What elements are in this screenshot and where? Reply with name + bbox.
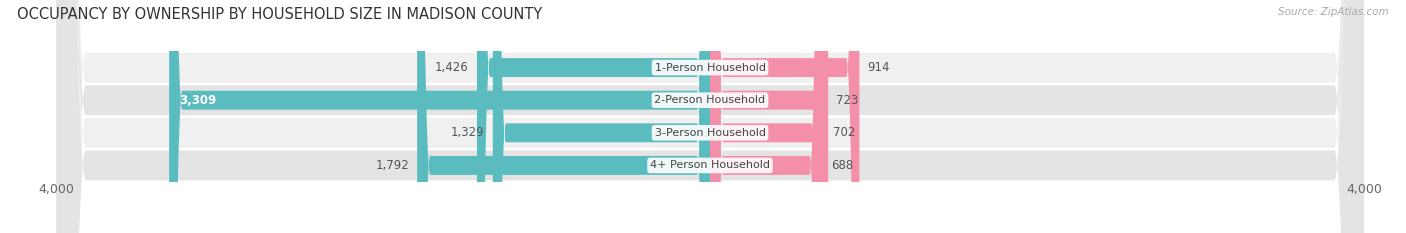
Text: 1,329: 1,329 <box>451 126 485 139</box>
FancyBboxPatch shape <box>477 0 710 233</box>
Text: 1,426: 1,426 <box>434 61 468 74</box>
FancyBboxPatch shape <box>710 0 828 233</box>
Text: 688: 688 <box>831 159 853 172</box>
Text: 1-Person Household: 1-Person Household <box>655 63 765 72</box>
Text: Source: ZipAtlas.com: Source: ZipAtlas.com <box>1278 7 1389 17</box>
FancyBboxPatch shape <box>56 0 1364 233</box>
Text: OCCUPANCY BY OWNERSHIP BY HOUSEHOLD SIZE IN MADISON COUNTY: OCCUPANCY BY OWNERSHIP BY HOUSEHOLD SIZE… <box>17 7 543 22</box>
FancyBboxPatch shape <box>710 0 823 233</box>
Text: 1,792: 1,792 <box>375 159 409 172</box>
FancyBboxPatch shape <box>710 0 859 233</box>
FancyBboxPatch shape <box>169 0 710 233</box>
Text: 4+ Person Household: 4+ Person Household <box>650 161 770 170</box>
FancyBboxPatch shape <box>494 0 710 233</box>
Text: 723: 723 <box>837 94 859 107</box>
FancyBboxPatch shape <box>56 0 1364 233</box>
Text: 702: 702 <box>832 126 855 139</box>
FancyBboxPatch shape <box>56 0 1364 233</box>
Text: 3-Person Household: 3-Person Household <box>655 128 765 138</box>
FancyBboxPatch shape <box>710 0 825 233</box>
Text: 3,309: 3,309 <box>179 94 217 107</box>
Text: 2-Person Household: 2-Person Household <box>654 95 766 105</box>
FancyBboxPatch shape <box>418 0 710 233</box>
Text: 914: 914 <box>868 61 890 74</box>
FancyBboxPatch shape <box>56 0 1364 233</box>
